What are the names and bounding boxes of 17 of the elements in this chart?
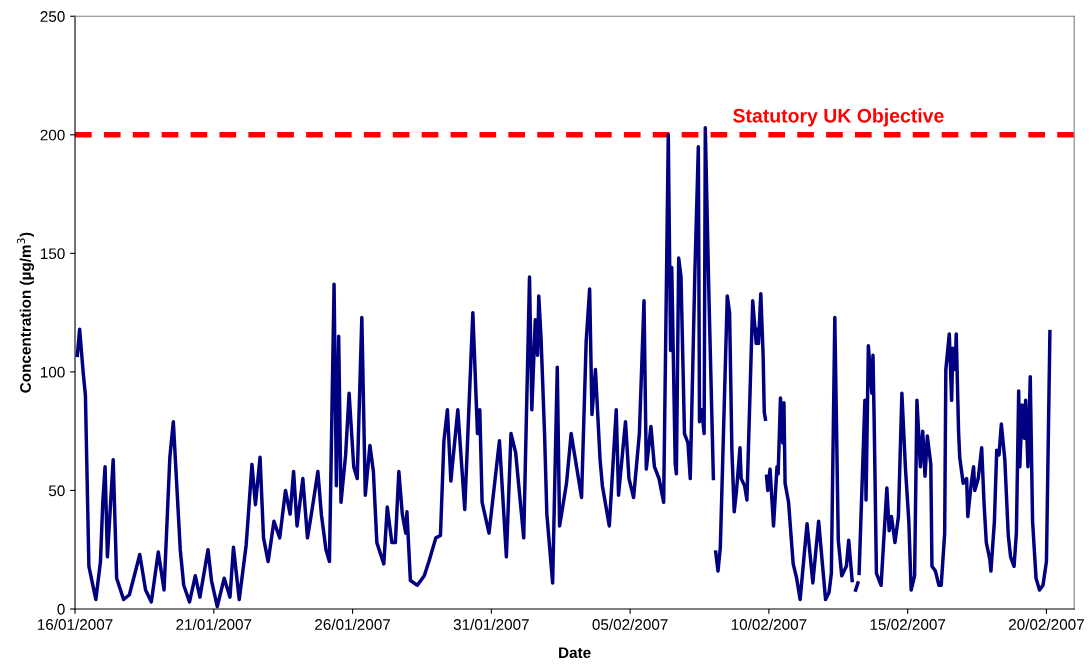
x-tick-label: 15/02/2007 [870,618,946,630]
x-axis-title: Date [559,647,591,659]
x-tick-label: 16/01/2007 [37,618,113,630]
x-tick-label: 26/01/2007 [315,618,391,630]
x-tick-label: 31/01/2007 [453,618,529,630]
x-tick-label: 05/02/2007 [592,618,668,630]
y-tick-label: 0 [57,603,65,615]
x-tick-label: 10/02/2007 [731,618,807,630]
y-tick-label: 150 [40,248,65,260]
y-tick-label: 50 [48,485,65,497]
y-tick-label: 100 [40,366,65,378]
ref-line-label: Statutory UK Objective [733,108,944,127]
y-axis-title: Concentration (µg/m$^{3}$) [16,232,35,393]
x-tick-label: 21/01/2007 [176,618,252,630]
y-tick-label: 200 [40,129,65,141]
x-tick-label: 20/02/2007 [1008,618,1084,630]
y-tick-label: 250 [40,11,65,22]
